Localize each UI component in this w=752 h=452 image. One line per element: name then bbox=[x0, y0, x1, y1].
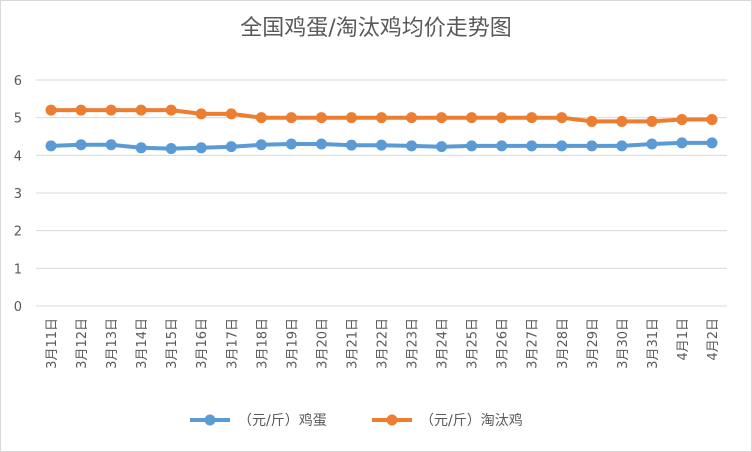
data-point bbox=[255, 139, 267, 151]
data-point bbox=[436, 141, 448, 153]
data-point bbox=[706, 137, 718, 149]
x-tick-label: 3月29日 bbox=[586, 318, 601, 369]
data-point bbox=[376, 139, 387, 151]
data-point bbox=[376, 112, 387, 124]
data-point bbox=[45, 104, 57, 116]
data-point bbox=[165, 143, 177, 155]
data-point bbox=[135, 104, 147, 116]
legend-marker-0 bbox=[204, 414, 216, 426]
y-tick-label: 3 bbox=[14, 187, 22, 202]
data-point bbox=[496, 140, 508, 152]
data-point bbox=[466, 112, 478, 124]
x-tick-label: 3月30日 bbox=[616, 318, 631, 369]
y-tick-label: 2 bbox=[14, 225, 22, 240]
data-point bbox=[526, 140, 538, 152]
x-tick-label: 3月25日 bbox=[466, 318, 481, 369]
data-point bbox=[195, 108, 207, 120]
data-point bbox=[646, 138, 658, 150]
data-point bbox=[345, 112, 357, 124]
data-point bbox=[225, 141, 237, 153]
y-tick-label: 1 bbox=[14, 262, 22, 277]
data-point bbox=[526, 112, 538, 124]
data-point bbox=[406, 112, 418, 124]
data-point bbox=[285, 138, 297, 150]
x-tick-label: 3月28日 bbox=[556, 318, 571, 369]
x-tick-label: 3月15日 bbox=[165, 318, 180, 369]
data-point bbox=[586, 115, 598, 127]
x-tick-label: 3月21日 bbox=[345, 318, 360, 369]
x-tick-label: 3月19日 bbox=[285, 318, 300, 369]
data-point bbox=[255, 112, 267, 124]
data-point bbox=[225, 108, 237, 120]
data-point bbox=[315, 112, 327, 124]
data-point bbox=[706, 114, 718, 126]
x-tick-label: 3月16日 bbox=[195, 318, 210, 369]
data-point bbox=[496, 112, 508, 124]
data-point bbox=[436, 112, 448, 124]
y-tick-label: 4 bbox=[14, 149, 22, 164]
x-tick-label: 3月27日 bbox=[526, 318, 541, 369]
x-tick-label: 3月24日 bbox=[436, 318, 451, 369]
data-point bbox=[345, 139, 357, 151]
data-point bbox=[165, 104, 177, 116]
data-point bbox=[406, 140, 418, 152]
x-tick-label: 3月12日 bbox=[75, 318, 90, 369]
x-tick-label: 4月2日 bbox=[706, 318, 721, 361]
x-tick-label: 3月17日 bbox=[225, 318, 240, 369]
data-point bbox=[105, 139, 117, 151]
data-point bbox=[466, 140, 478, 152]
x-tick-label: 3月31日 bbox=[646, 318, 661, 369]
data-point bbox=[75, 104, 87, 116]
x-tick-label: 3月22日 bbox=[376, 318, 391, 369]
data-point bbox=[75, 139, 87, 151]
data-point bbox=[45, 140, 57, 152]
data-point bbox=[195, 142, 207, 154]
y-tick-label: 6 bbox=[14, 74, 22, 89]
legend-label-0: （元/斤）鸡蛋 bbox=[238, 412, 327, 429]
data-point bbox=[135, 142, 147, 154]
data-point bbox=[616, 115, 628, 127]
data-point bbox=[586, 140, 598, 152]
legend-label-1: （元/斤）淘汰鸡 bbox=[420, 412, 523, 429]
x-tick-label: 3月14日 bbox=[135, 318, 150, 369]
chart-title: 全国鸡蛋/淘汰鸡均价走势图 bbox=[240, 16, 512, 41]
data-point bbox=[315, 138, 327, 150]
y-tick-label: 5 bbox=[14, 112, 22, 127]
x-tick-label: 3月23日 bbox=[406, 318, 421, 369]
x-tick-label: 3月18日 bbox=[255, 318, 270, 369]
x-tick-label: 3月11日 bbox=[45, 318, 60, 369]
data-point bbox=[676, 114, 688, 126]
x-tick-label: 4月1日 bbox=[676, 318, 691, 361]
data-point bbox=[285, 112, 297, 124]
data-point bbox=[676, 137, 688, 149]
data-point bbox=[105, 104, 117, 116]
x-tick-label: 3月26日 bbox=[496, 318, 511, 369]
data-point bbox=[556, 112, 568, 124]
data-point bbox=[616, 140, 628, 152]
x-tick-label: 3月13日 bbox=[105, 318, 120, 369]
data-point bbox=[556, 140, 568, 152]
legend-marker-1 bbox=[386, 414, 398, 426]
x-tick-label: 3月20日 bbox=[315, 318, 330, 369]
y-tick-label: 0 bbox=[14, 300, 22, 315]
data-point bbox=[646, 115, 658, 127]
